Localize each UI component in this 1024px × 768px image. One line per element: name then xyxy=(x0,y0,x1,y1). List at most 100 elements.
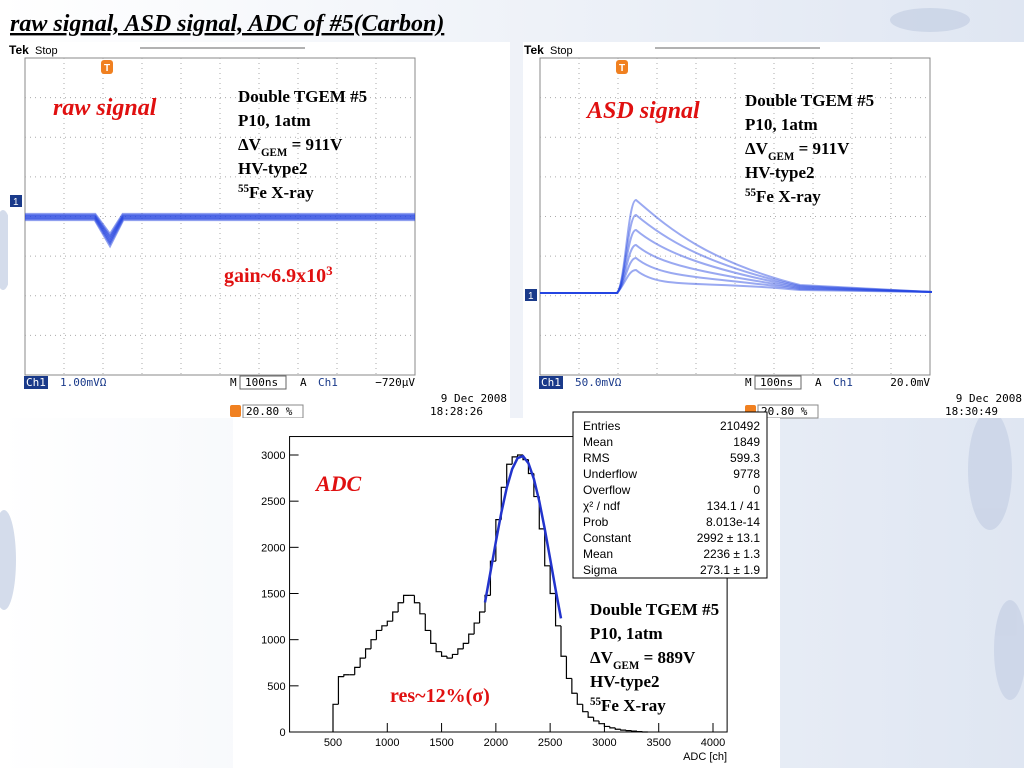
histogram-bin xyxy=(582,704,589,713)
note-line: HV-type2 xyxy=(590,672,660,691)
note-post: = 889V xyxy=(639,648,696,667)
note-post: = 911V xyxy=(287,135,343,154)
y-tick-label: 1000 xyxy=(261,635,285,647)
note-post: Fe X-ray xyxy=(756,187,821,206)
histogram-bin xyxy=(435,643,442,653)
scope-label: raw signal xyxy=(53,95,157,121)
note-pre: ΔV xyxy=(238,135,262,154)
y-tick-label: 500 xyxy=(267,681,285,693)
time-mode: M xyxy=(230,376,237,389)
time: 18:30:49 xyxy=(945,405,998,418)
histogram-bin xyxy=(576,693,583,705)
histogram-bin xyxy=(457,648,464,655)
stats-box xyxy=(572,411,768,579)
histogram-bin xyxy=(587,711,594,718)
scope-state: Stop xyxy=(35,45,58,57)
channel-marker-label: 1 xyxy=(13,197,19,208)
stats-value: 134.1 / 41 xyxy=(707,499,761,513)
note-line: P10, 1atm xyxy=(745,115,818,134)
histogram-bin xyxy=(473,622,480,635)
note-line: HV-type2 xyxy=(238,159,308,178)
trigger-mode: A xyxy=(815,376,822,389)
trigger-marker-label: T xyxy=(619,63,625,74)
channel-marker xyxy=(10,195,22,207)
x-tick-label: 3500 xyxy=(646,737,670,749)
histogram-bin xyxy=(598,720,605,725)
note-line: HV-type2 xyxy=(745,163,815,182)
note-line: Double TGEM #5 xyxy=(745,91,874,110)
stats-label: Mean xyxy=(583,435,613,449)
stats-label: Mean xyxy=(583,547,613,561)
trigger-mode: A xyxy=(300,376,307,389)
scope-brand: Tek xyxy=(524,43,544,57)
stats-value: 2236 ± 1.3 xyxy=(703,547,760,561)
channel-box xyxy=(539,376,563,389)
x-tick-label: 1000 xyxy=(375,737,399,749)
note-pre: ΔV xyxy=(745,139,769,158)
y-tick-label: 2500 xyxy=(261,496,285,508)
stats-value: 599.3 xyxy=(730,451,760,465)
timebase-box xyxy=(754,375,802,390)
trace xyxy=(25,218,415,249)
note-line: Double TGEM #5 xyxy=(590,600,719,619)
trigger-level: 20.0mV xyxy=(890,376,930,389)
histogram-bin xyxy=(506,463,513,488)
histogram-bin xyxy=(603,723,610,728)
note-post: = 911V xyxy=(794,139,850,158)
histogram-bin xyxy=(370,639,377,649)
scale: 50.0mVΩ xyxy=(575,376,622,389)
x-tick-label: 3000 xyxy=(592,737,616,749)
note-line: ΔVGEM = 911V xyxy=(238,135,343,159)
note-line: P10, 1atm xyxy=(590,624,663,643)
histogram-bin xyxy=(364,648,371,659)
note-line: 55Fe X-ray xyxy=(745,187,821,206)
note-line: 55Fe X-ray xyxy=(238,183,314,202)
note-sub: GEM xyxy=(768,151,795,163)
note-post: Fe X-ray xyxy=(249,183,314,202)
scope-label: ASD signal xyxy=(585,98,700,124)
stats-label: Constant xyxy=(583,531,632,545)
note-post: Fe X-ray xyxy=(601,696,666,715)
stats-value: 210492 xyxy=(720,419,760,433)
gain-exponent: 3 xyxy=(326,263,333,278)
histogram-bin xyxy=(392,611,399,622)
channel: Ch1 xyxy=(541,376,561,389)
oscilloscope: Tek Stop T Ch1 50.0mVΩ M 100ns A Ch1 20.0mV 9 Dec … xyxy=(523,42,1024,419)
x-tick-label: 2500 xyxy=(538,737,562,749)
histogram-bin xyxy=(516,454,523,457)
stats-value: 9778 xyxy=(733,467,760,481)
note-pre: ΔV xyxy=(590,648,614,667)
x-tick-label: 500 xyxy=(324,737,342,749)
trigger-marker xyxy=(616,60,628,74)
y-tick-label: 3000 xyxy=(261,450,285,462)
trigger-level: −720µV xyxy=(375,376,415,389)
histogram-bin xyxy=(451,653,458,659)
plot-frame xyxy=(289,436,728,733)
note-line: P10, 1atm xyxy=(238,111,311,130)
histogram-bin xyxy=(478,611,485,624)
note-sub: GEM xyxy=(613,660,640,672)
percent: 20.80 % xyxy=(246,405,293,418)
histogram-bin xyxy=(386,620,393,626)
histogram-bin xyxy=(332,703,339,732)
histogram-bin xyxy=(375,629,382,640)
note-sup: 55 xyxy=(238,183,250,195)
histogram-bin xyxy=(565,656,572,680)
histogram-label: ADC xyxy=(314,471,362,496)
timebase: 100ns xyxy=(760,376,793,389)
timebase: 100ns xyxy=(245,376,278,389)
histogram-bin xyxy=(462,642,469,649)
histogram-bin xyxy=(359,657,366,668)
oscilloscope: Tek Stop T Ch1 1.00mVΩ M 100ns A Ch1 −720µV 9 Dec … xyxy=(8,42,510,419)
histogram-bin xyxy=(592,717,599,722)
histogram-bin xyxy=(484,594,491,612)
histogram-bin xyxy=(489,560,496,596)
x-tick-label: 2000 xyxy=(484,737,508,749)
channel-marker xyxy=(525,289,537,301)
histogram-bin xyxy=(560,625,567,657)
histogram-bin xyxy=(614,727,621,730)
histogram-bin xyxy=(446,656,453,659)
trace xyxy=(540,243,933,294)
percent-marker xyxy=(230,405,241,417)
channel-marker-label: 1 xyxy=(528,291,534,302)
